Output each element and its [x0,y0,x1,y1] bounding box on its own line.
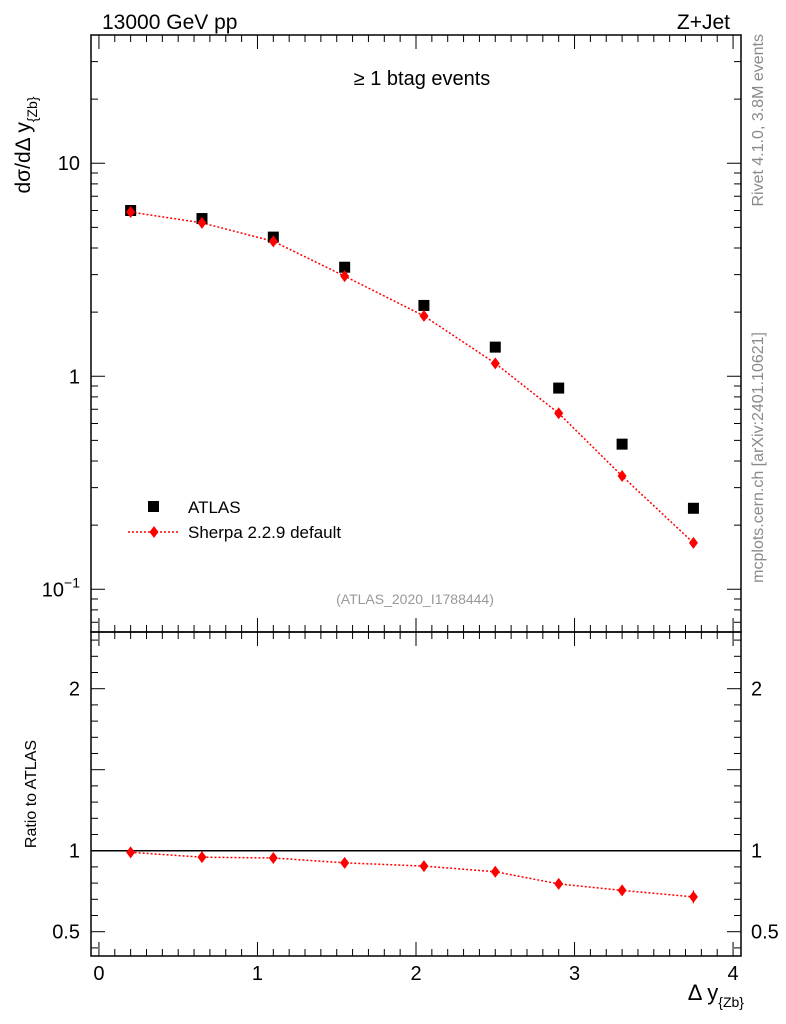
atlas-data-point [553,382,565,394]
ratio-y-tick-label-left: 2 [69,679,80,701]
ratio-y-tick-label-right: 2 [751,679,762,701]
atlas-data-point [418,299,430,311]
ratio-data-point [688,890,698,903]
x-tick-label: 3 [569,963,580,985]
ratio-curve [130,851,694,898]
atlas-data-point [339,261,351,273]
svg-text:dσ/dΔ y{Zb}: dσ/dΔ y{Zb} [12,96,40,193]
ratio-data-point [554,877,564,890]
ratio-y-tick-labels: 2 2 1 1 0.5 0.5 [52,679,779,944]
main-axis-ticks [91,34,741,632]
rivet-version-label: Rivet 4.1.0, 3.8M events [750,34,767,207]
ratio-y-tick-label-right: 1 [751,841,762,863]
ratio-y-axis-label: Ratio to ATLAS [23,740,40,848]
x-tick-label: 0 [93,963,104,985]
ratio-data-point [617,884,627,897]
ratio-y-tick-label-right: 0.5 [751,922,779,944]
x-tick-labels: 0 1 2 3 4 [93,963,738,985]
sherpa-data-point [268,235,278,248]
ratio-data-point [490,865,500,878]
main-panel: ≥ 1 btag events (ATLAS_2020_I1788444) dσ… [12,34,742,633]
x-tick-label: 2 [410,963,421,985]
main-y-tick-base: 1 [69,366,80,388]
mcplots-source-label: mcplots.cern.ch [arXiv:2401.10621] [750,332,767,583]
legend-atlas-marker [148,501,159,512]
sherpa-data-point [554,407,564,420]
legend-sherpa-marker [149,526,159,538]
atlas-data-point [489,341,501,353]
main-frame [90,34,742,633]
main-y-tick-base: 10 [42,579,64,601]
main-series [125,204,699,549]
main-y-tick-label: 10 [58,153,80,175]
analysis-watermark: (ATLAS_2020_I1788444) [336,591,494,607]
header-process-label: Z+Jet [677,11,730,34]
main-y-axis-subscript: {Zb} [24,96,40,122]
x-axis-label: Δ y [688,980,719,1005]
x-axis-title: Δ y{Zb} [688,980,745,1010]
ratio-axis-ticks [91,632,741,956]
ratio-data-point [126,846,136,859]
main-y-tick-base: 10 [58,153,80,175]
x-tick-label: 1 [252,963,263,985]
sherpa-data-point [197,216,207,229]
x-tick-label: 4 [728,963,739,985]
sherpa-data-point [419,309,429,322]
ratio-series [126,846,698,904]
main-y-axis-title: dσ/dΔ y{Zb} [12,96,40,193]
x-axis-subscript: {Zb} [718,994,744,1010]
legend: ATLAS Sherpa 2.2.9 default [128,498,341,542]
sherpa-curve [130,211,694,544]
main-y-tick-label: 10−1 [42,574,80,601]
ratio-frame [90,631,742,957]
ratio-y-tick-label-left: 0.5 [52,922,80,944]
ratio-data-point [197,851,207,864]
main-panel-title: ≥ 1 btag events [354,68,491,90]
main-y-tick-label: 1 [69,366,80,388]
main-y-axis-label: dσ/dΔ y [12,122,35,194]
ratio-y-tick-label-left: 1 [69,841,80,863]
sherpa-data-point [340,270,350,283]
legend-atlas-label: ATLAS [188,498,241,517]
ratio-data-point [419,860,429,873]
atlas-data-point [687,502,699,514]
sherpa-data-point [617,470,627,483]
sherpa-data-point [126,206,136,219]
legend-sherpa-label: Sherpa 2.2.9 default [188,523,341,542]
sherpa-data-point [490,357,500,370]
ratio-data-point [268,851,278,864]
main-y-tick-exponent: −1 [64,574,80,590]
ratio-data-point [340,856,350,869]
ratio-panel: Ratio to ATLAS 2 2 1 1 0.5 0.5 0 1 2 3 4 Δ y{Zb} [23,631,779,1010]
header-energy-label: 13000 GeV pp [102,11,237,34]
atlas-data-point [616,438,628,450]
sherpa-data-point [688,536,698,549]
